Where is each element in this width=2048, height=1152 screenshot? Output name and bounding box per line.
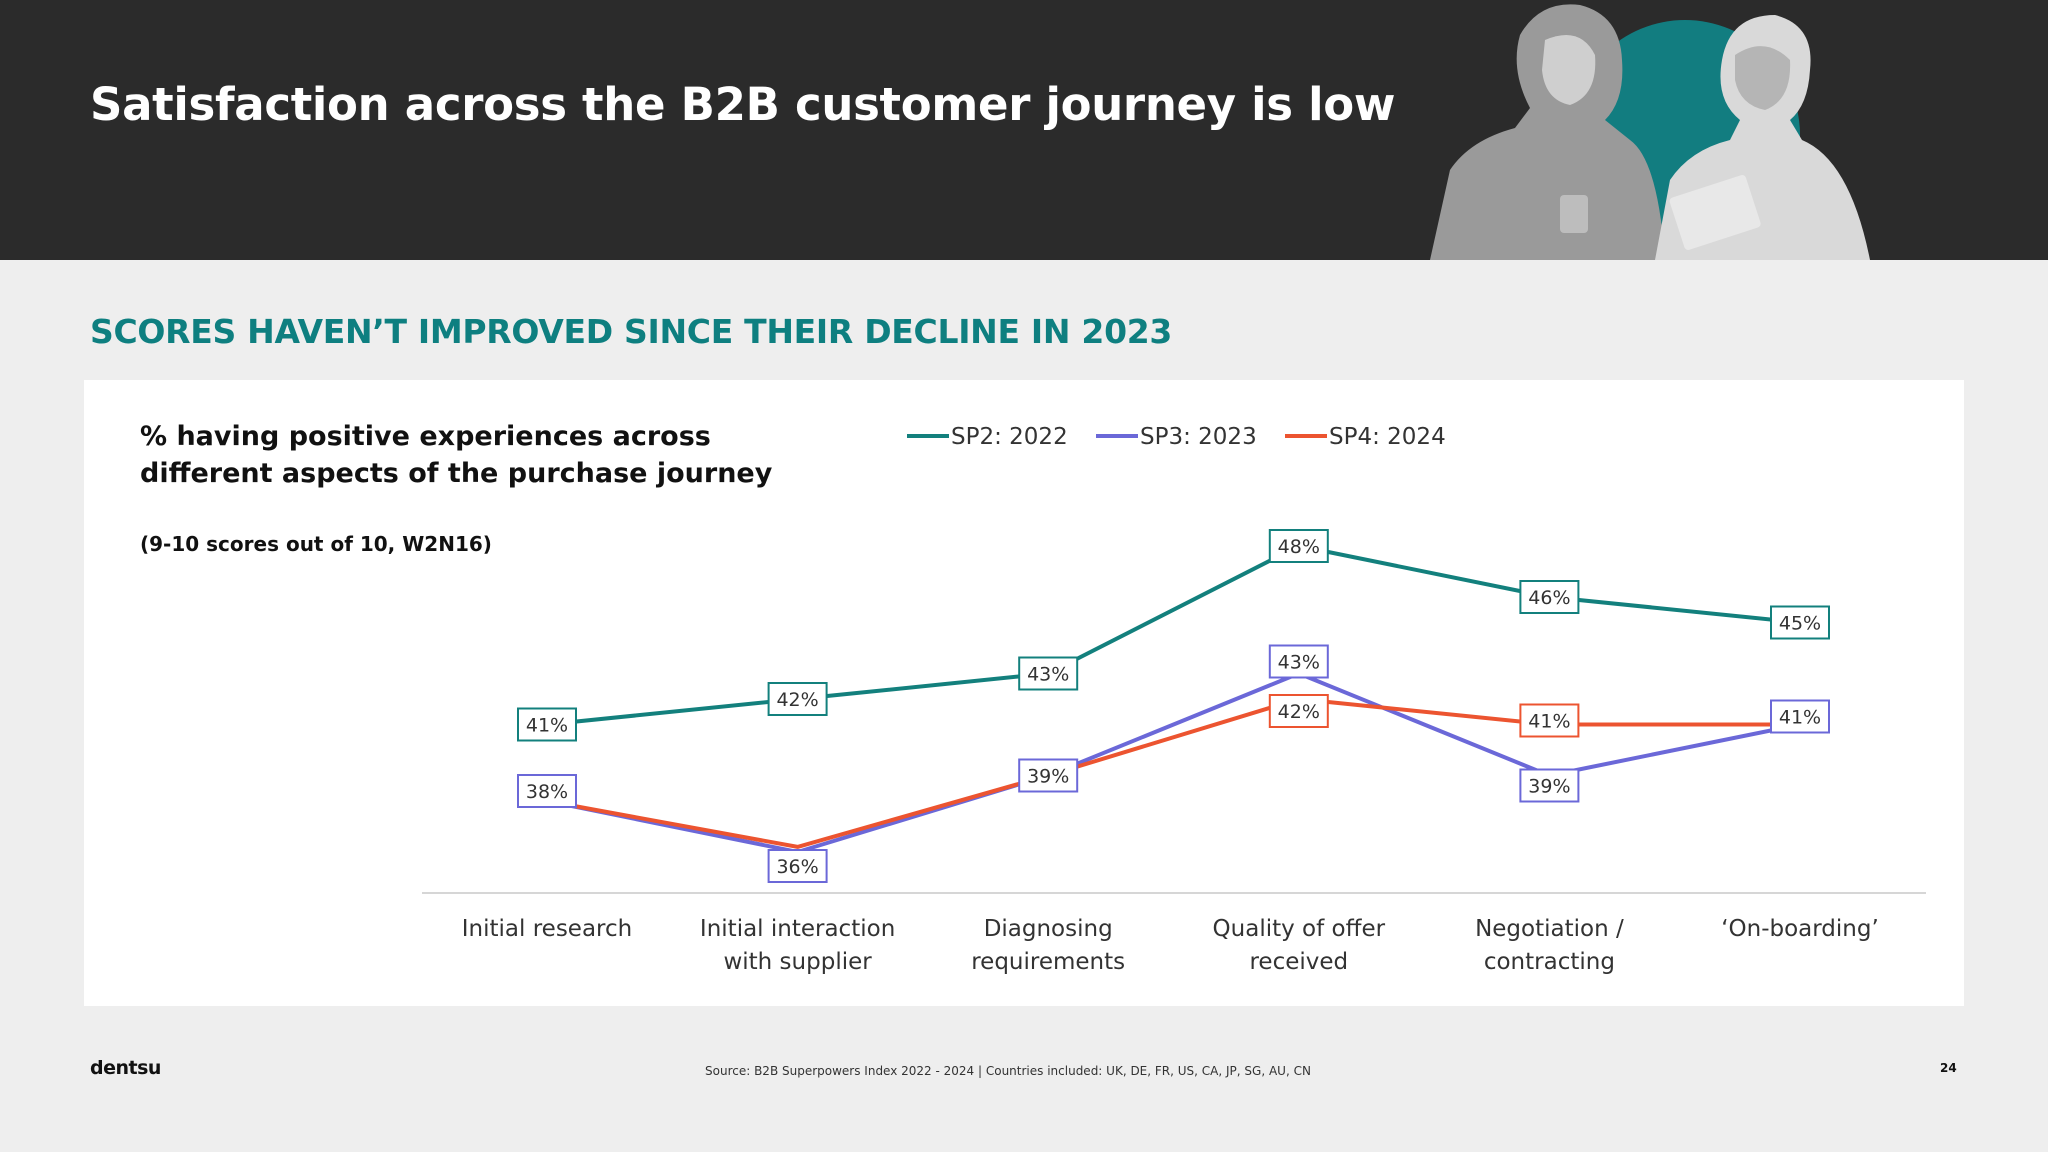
data-label: 46% [1528,587,1570,609]
series-line [546,544,1801,727]
data-label-box [1268,644,1329,679]
data-label-box [1770,699,1830,734]
data-label-box [1519,580,1580,614]
slide-title: Satisfaction across the B2B customer jou… [90,78,1396,131]
data-label: 42% [776,689,818,711]
source-note: Source: B2B Superpowers Index 2022 - 202… [705,1064,1311,1078]
header-photo [1430,4,1870,260]
data-label: 38% [526,781,568,803]
data-label: 42% [1278,701,1320,723]
legend-label: SP2: 2022 [951,424,1068,450]
x-tick-label: Initial research [462,916,632,942]
data-label: 41% [1779,707,1821,729]
x-tick-label: Diagnosing [984,916,1113,942]
photo-person-left [1430,4,1665,260]
data-label: 43% [1278,652,1320,674]
series-line [546,671,1801,854]
x-tick-label: with supplier [723,949,872,975]
series-line [546,697,1800,849]
data-label-box [1519,768,1580,803]
data-label: 45% [1779,613,1821,635]
x-tick-label: Quality of offer [1213,916,1386,942]
data-label: 39% [1528,776,1570,798]
legend-label: SP3: 2023 [1140,424,1257,450]
photo-tablet [1669,175,1761,250]
data-label-box [1018,758,1079,793]
chart-note: (9-10 scores out of 10, W2N16) [140,532,492,556]
x-tick-label: requirements [971,949,1125,975]
data-label: 43% [1027,664,1069,686]
data-label-box [1268,694,1329,728]
data-label: 39% [1027,766,1069,788]
data-label-box [1770,605,1830,640]
chart-panel [84,380,1964,1006]
legend-label: SP4: 2024 [1329,424,1446,450]
data-label-box [517,774,577,808]
x-tick-label: Negotiation / [1475,916,1624,942]
photo-person-left-face [1542,35,1596,105]
x-tick-label: Initial interaction [700,916,895,942]
x-tick-label: contracting [1484,949,1615,975]
x-tick-label: received [1249,949,1348,975]
data-label-box [767,682,828,716]
data-label-box [767,849,828,883]
x-tick-label: ‘On-boarding’ [1721,916,1879,942]
page-number: 24 [1940,1061,1957,1075]
section-subtitle: SCORES HAVEN’T IMPROVED SINCE THEIR DECL… [90,312,1173,351]
data-label: 41% [526,715,568,737]
data-label-box [1018,656,1079,691]
data-label-box [1268,529,1329,563]
data-label-box [1519,703,1580,738]
data-label-box [517,707,577,742]
data-label: 41% [1528,711,1570,733]
data-label: 48% [1278,536,1320,558]
dentsu-logo: dentsu [90,1057,161,1079]
photo-coffee-cup [1560,195,1588,233]
photo-person-right-face [1735,46,1791,110]
data-label: 36% [776,856,818,878]
chart-title: % having positive experiences across dif… [140,421,773,489]
